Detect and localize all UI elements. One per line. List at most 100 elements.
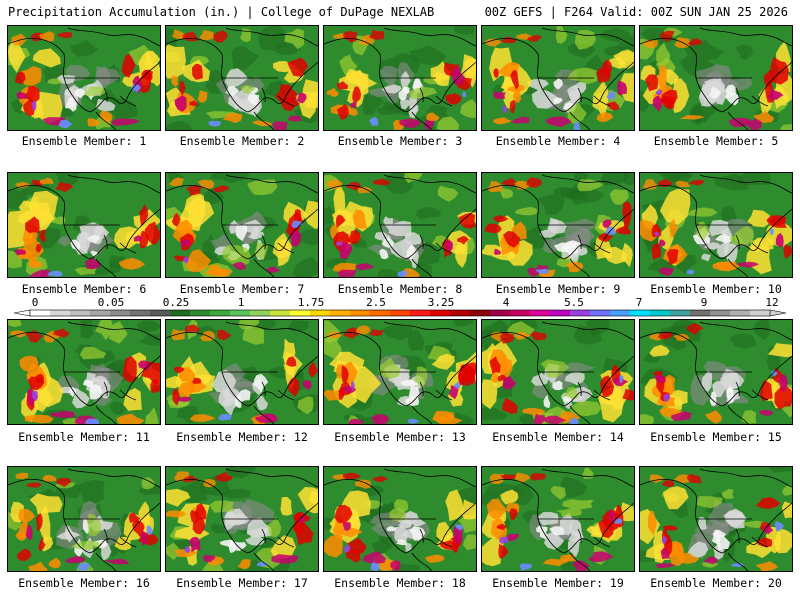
colorbar-swatch [410,310,431,316]
precip-map [324,173,476,277]
ensemble-map-panel [7,319,161,425]
ensemble-map-panel [481,25,635,131]
colorbar-swatch [750,310,771,316]
ensemble-member-label: Ensemble Member: 17 [176,576,308,590]
ensemble-member-label: Ensemble Member: 2 [179,134,305,148]
precip-map [324,467,476,571]
precip-map [166,467,318,571]
colorbar-left-arrow [13,309,31,317]
ensemble-member-label: Ensemble Member: 19 [492,576,624,590]
colorbar-swatch [630,310,651,316]
ensemble-member-label: Ensemble Member: 11 [18,430,150,444]
ensemble-map-panel [639,25,793,131]
precip-colorbar: 0 0.05 0.25 1 1.75 2.5 3.25 4 5.5 7 9 12 [13,296,787,317]
colorbar-swatch [30,310,51,316]
colorbar-swatch [90,310,111,316]
colorbar-swatch [50,310,71,316]
precip-map [8,320,160,424]
precip-map [640,320,792,424]
model-valid-time: 00Z GEFS | F264 Valid: 00Z SUN JAN 25 20… [484,5,788,19]
ensemble-map-panel [7,172,161,278]
ensemble-member-label: Ensemble Member: 1 [21,134,147,148]
precip-map [324,26,476,130]
colorbar-swatch [330,310,351,316]
colorbar-swatch [170,310,191,316]
colorbar-swatch [710,310,731,316]
ensemble-member-label: Ensemble Member: 12 [176,430,308,444]
colorbar-swatch [690,310,711,316]
ensemble-map-panel [481,172,635,278]
ensemble-member-label: Ensemble Member: 15 [650,430,782,444]
ensemble-member-label: Ensemble Member: 10 [650,282,782,296]
map-title: Precipitation Accumulation (in.) | Colle… [8,5,435,19]
ensemble-member-label: Ensemble Member: 18 [334,576,466,590]
precip-map [482,26,634,130]
colorbar-swatch [130,310,151,316]
precip-map [640,467,792,571]
ensemble-member-label: Ensemble Member: 5 [653,134,779,148]
precip-map [166,26,318,130]
colorbar-swatch [390,310,411,316]
colorbar-tick-label: 7 [636,296,643,309]
colorbar-swatch [70,310,91,316]
ensemble-map-panel [165,319,319,425]
colorbar-swatch [650,310,671,316]
ensemble-map-panel [323,319,477,425]
colorbar-swatch [310,310,331,316]
ensemble-member-label: Ensemble Member: 3 [337,134,463,148]
precip-map [640,173,792,277]
colorbar-swatch [590,310,611,316]
colorbar-tick-label: 1 [238,296,245,309]
colorbar-tick-label: 2.5 [366,296,386,309]
ensemble-member-label: Ensemble Member: 14 [492,430,624,444]
colorbar-tick-label: 3.25 [428,296,455,309]
colorbar-swatch [470,310,491,316]
colorbar-right-arrow [769,309,787,317]
colorbar-swatch [510,310,531,316]
ensemble-member-label: Ensemble Member: 20 [650,576,782,590]
colorbar-tick-label: 0 [32,296,39,309]
precip-map [640,26,792,130]
ensemble-map-panel [323,172,477,278]
colorbar-swatch [450,310,471,316]
precip-map [8,467,160,571]
precip-map [8,173,160,277]
ensemble-map-panel [323,466,477,572]
colorbar-swatch [150,310,171,316]
colorbar-swatch [670,310,691,316]
ensemble-map-panel [481,319,635,425]
colorbar-tick-label: 12 [765,296,778,309]
colorbar-tick-label: 0.05 [98,296,125,309]
precip-map [166,173,318,277]
colorbar-tick-label: 0.25 [163,296,190,309]
colorbar-swatch [530,310,551,316]
ensemble-member-label: Ensemble Member: 7 [179,282,305,296]
colorbar-swatch [370,310,391,316]
colorbar-swatch [110,310,131,316]
colorbar-tick-label: 5.5 [564,296,584,309]
precip-map [482,173,634,277]
ensemble-member-label: Ensemble Member: 9 [495,282,621,296]
colorbar-swatch [270,310,291,316]
ensemble-map-panel [7,466,161,572]
ensemble-member-label: Ensemble Member: 16 [18,576,150,590]
colorbar-swatch [610,310,631,316]
ensemble-map-panel [165,466,319,572]
colorbar-swatch [350,310,371,316]
precip-map [482,467,634,571]
colorbar-tick-label: 9 [701,296,708,309]
colorbar-swatch [550,310,571,316]
precip-map [324,320,476,424]
ensemble-map-panel [165,172,319,278]
ensemble-member-label: Ensemble Member: 8 [337,282,463,296]
colorbar-swatch [730,310,751,316]
ensemble-map-panel [165,25,319,131]
ensemble-map-panel [639,466,793,572]
colorbar-swatch [230,310,251,316]
colorbar-swatch [250,310,271,316]
colorbar-swatch [430,310,451,316]
colorbar-tick-label: 4 [503,296,510,309]
ensemble-map-panel [323,25,477,131]
ensemble-member-label: Ensemble Member: 4 [495,134,621,148]
colorbar-swatch [210,310,231,316]
